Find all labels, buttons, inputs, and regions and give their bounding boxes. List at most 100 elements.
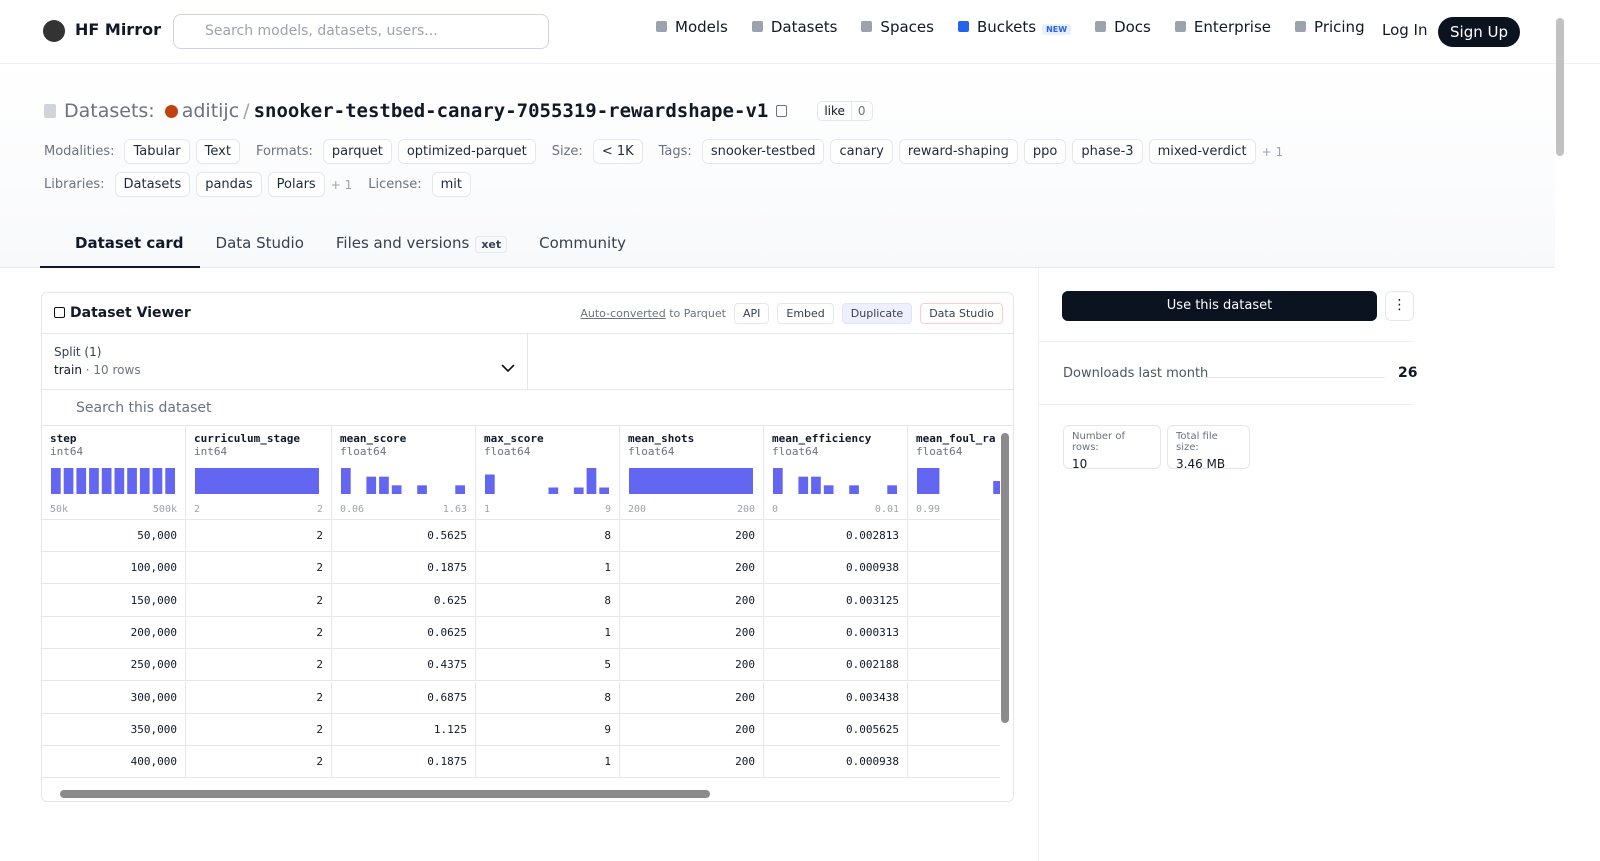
histogram-bar[interactable] xyxy=(417,485,427,494)
histogram-bar[interactable] xyxy=(811,476,821,494)
hist-min: 0.06 xyxy=(340,504,365,515)
histogram-bar[interactable] xyxy=(586,468,597,494)
histogram-bar[interactable] xyxy=(195,468,319,494)
dataset-name[interactable]: snooker-testbed-canary-7055319-rewardsha… xyxy=(253,100,769,122)
viewer-button[interactable]: Data Studio xyxy=(920,303,1003,324)
column-header[interactable]: mean_score float64 0.06 1.63 xyxy=(332,426,476,520)
copy-icon[interactable] xyxy=(776,105,788,117)
histogram-bar[interactable] xyxy=(139,468,150,494)
histogram-bar[interactable] xyxy=(773,468,783,494)
chevron xyxy=(501,364,515,373)
tag-pill[interactable]: mit xyxy=(431,172,471,197)
viewer-button[interactable]: Duplicate xyxy=(841,303,913,324)
histogram-bar[interactable] xyxy=(366,476,377,494)
use-dataset-button[interactable]: Use this dataset xyxy=(1062,291,1377,321)
nav-link[interactable]: Models xyxy=(656,18,728,36)
histogram-bar[interactable] xyxy=(485,474,495,495)
tag-pill[interactable]: mixed-verdict xyxy=(1148,139,1256,164)
signup[interactable]: Sign Up xyxy=(1438,17,1520,47)
histogram-bar[interactable] xyxy=(629,468,753,494)
histogram-bar[interactable] xyxy=(379,476,389,494)
histogram-bar[interactable] xyxy=(993,481,1000,494)
histogram-bar[interactable] xyxy=(455,485,465,494)
tag-pill[interactable]: Tabular xyxy=(124,139,190,164)
histogram-bar[interactable] xyxy=(887,485,897,494)
table-cell: 200 xyxy=(620,649,764,682)
nav-link[interactable]: Pricing xyxy=(1295,18,1365,36)
table-cell: 0.000313 xyxy=(764,616,908,649)
tag-pill[interactable]: reward-shaping xyxy=(898,139,1018,164)
page-scrollbar[interactable] xyxy=(1556,18,1564,156)
login[interactable]: Log In xyxy=(1382,21,1428,39)
histogram-bar[interactable] xyxy=(823,485,834,494)
histogram-bar[interactable] xyxy=(114,468,125,494)
column-header[interactable]: max_score float64 1 9 xyxy=(476,426,620,520)
histogram-bar[interactable] xyxy=(76,468,87,494)
histogram-bar[interactable] xyxy=(89,468,99,494)
split-label: Split (1) xyxy=(54,345,102,359)
horizontal-scrollbar[interactable] xyxy=(60,790,710,798)
rows-label: Number of rows: xyxy=(1072,431,1125,453)
tag-pill[interactable]: optimized-parquet xyxy=(397,139,536,164)
column-header[interactable]: mean_shots float64 200 200 xyxy=(620,426,764,520)
tag-pill[interactable]: phase-3 xyxy=(1072,139,1143,164)
column-type: float64 xyxy=(340,445,387,458)
nav-link[interactable]: Datasets xyxy=(751,18,837,36)
histogram-bar[interactable] xyxy=(573,487,584,495)
histogram-bar[interactable] xyxy=(548,487,559,495)
tag-pill[interactable]: pandas xyxy=(196,172,262,197)
tag-pill[interactable]: Polars xyxy=(267,172,325,197)
histogram-bar[interactable] xyxy=(63,468,74,494)
column-header[interactable]: mean_foul_ra float64 0.99 xyxy=(908,426,1000,520)
histogram-bar[interactable] xyxy=(51,468,61,494)
nav-link[interactable]: Buckets NEW xyxy=(957,18,1072,36)
tab[interactable]: Files and versions xet xyxy=(320,230,523,268)
tag-pill[interactable]: snooker-testbed xyxy=(701,139,825,164)
xet-badge: xet xyxy=(475,236,508,253)
logo[interactable] xyxy=(43,20,65,42)
tag-pill[interactable]: Datasets xyxy=(114,172,191,197)
histogram-bar[interactable] xyxy=(849,485,859,494)
vertical-scrollbar[interactable] xyxy=(1001,433,1009,723)
tag-pill[interactable]: canary xyxy=(830,139,893,164)
owner[interactable]: aditijc xyxy=(181,100,240,122)
histogram-bar[interactable] xyxy=(127,468,137,494)
histogram-bar[interactable] xyxy=(917,468,940,494)
tab[interactable]: Data Studio xyxy=(200,230,320,268)
nav-link[interactable]: Spaces xyxy=(861,18,934,36)
auto-link[interactable]: Auto-converted xyxy=(580,307,666,320)
nav-icon xyxy=(957,21,969,32)
histogram-bar[interactable] xyxy=(152,468,163,494)
table-cell: 0.003438 xyxy=(764,681,908,714)
nav-link[interactable]: Docs xyxy=(1095,18,1151,36)
more-tags[interactable]: + 1 xyxy=(330,177,353,192)
nav-icon xyxy=(1095,21,1107,32)
histogram-bar[interactable] xyxy=(599,487,609,495)
viewer-button[interactable]: API xyxy=(733,303,770,324)
column-header[interactable]: mean_efficiency float64 0 0.01 xyxy=(764,426,908,520)
viewer-button[interactable]: Embed xyxy=(777,303,834,324)
histogram-bar[interactable] xyxy=(798,476,809,494)
table-cell: 0.4375 xyxy=(332,649,476,682)
tab[interactable]: Community xyxy=(523,230,642,268)
viewer-search[interactable]: Search this dataset xyxy=(42,389,1013,426)
tag-pill[interactable]: parquet xyxy=(322,139,392,164)
tag-pill[interactable]: Text xyxy=(195,139,240,164)
tag-pill[interactable]: ppo xyxy=(1023,139,1067,164)
brand[interactable]: HF Mirror xyxy=(75,20,161,39)
histogram-bar[interactable] xyxy=(101,468,112,494)
split-selector[interactable]: Split (1) train · 10 rows xyxy=(42,333,528,389)
column-header[interactable]: curriculum_stage int64 2 2 xyxy=(186,426,332,520)
search-box[interactable]: Search models, datasets, users... xyxy=(173,14,549,49)
column-header[interactable]: step int64 50k 500k xyxy=(42,426,186,520)
histogram-bar[interactable] xyxy=(165,468,175,494)
nav-link[interactable]: Enterprise xyxy=(1174,18,1271,36)
histogram-bar[interactable] xyxy=(391,485,402,494)
tag-pill[interactable]: < 1K xyxy=(592,139,643,164)
like-button[interactable]: like 0 xyxy=(817,101,873,121)
more-button[interactable]: ⋮ xyxy=(1385,291,1414,321)
tab[interactable]: Dataset card xyxy=(40,230,200,268)
more-tags[interactable]: + 1 xyxy=(1261,144,1284,159)
histogram-bar[interactable] xyxy=(341,468,351,494)
